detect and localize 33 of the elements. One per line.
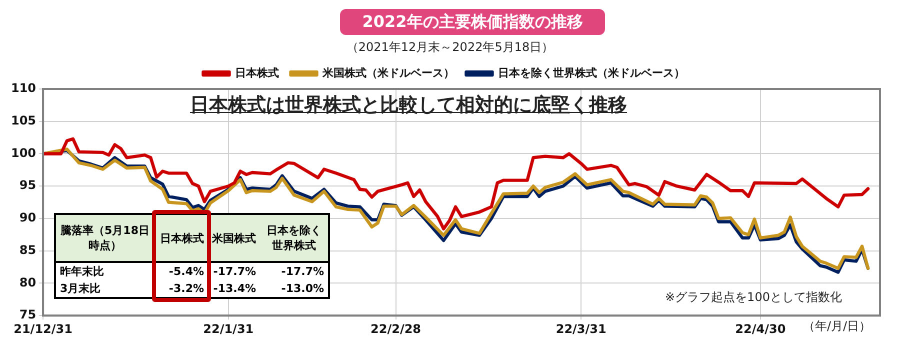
x-tick-label: 22/2/28 (370, 322, 422, 336)
chart-title: 2022年の主要株価指数の推移 (340, 9, 605, 35)
y-tick-label: 75 (19, 308, 36, 322)
annotation: 昨年末比 (59, 264, 105, 280)
annotation: 米国株式 (208, 214, 260, 262)
text: （年/月/日） (803, 318, 872, 335)
y-tick-label: 80 (19, 275, 36, 290)
x-tick-label: 22/3/31 (556, 322, 606, 336)
x-tick-label: 22/1/31 (203, 322, 254, 336)
annotation: -5.4% (168, 264, 205, 280)
y-tick-label: 105 (10, 113, 36, 128)
x-tick-label: 21/12/31 (14, 322, 72, 336)
legend-label: 米国株式（米ドルベース） (321, 66, 454, 80)
annotation: -17.7% (212, 264, 257, 280)
annotation: -3.2% (168, 281, 205, 297)
annotation: -13.0% (280, 281, 325, 297)
annotation: 騰落率（5月18日時点） (55, 214, 155, 262)
legend-label: 日本を除く世界株式（米ドルベース） (498, 66, 685, 80)
annotation: -13.4% (212, 281, 257, 297)
legend-label: 日本株式 (234, 66, 279, 80)
annotation: -17.7% (280, 264, 325, 280)
annotation: 3月末比 (59, 281, 102, 297)
x-tick-label: 22/4/30 (735, 322, 786, 336)
annotation: 日本株式は世界株式と比較して相対的に底堅く推移 (190, 93, 627, 118)
annotation: 日本を除く世界株式 (260, 214, 329, 262)
y-tick-label: 100 (10, 146, 36, 160)
y-tick-label: 90 (19, 210, 36, 225)
y-tick-label: 110 (10, 81, 36, 96)
y-tick-label: 85 (19, 242, 36, 257)
y-tick-label: 95 (19, 178, 36, 192)
annotation: ※グラフ起点を100として指数化 (665, 289, 842, 306)
annotation: 日本株式 (155, 214, 208, 262)
chart-subtitle: （2021年12月末～2022年5月18日） (345, 39, 555, 56)
